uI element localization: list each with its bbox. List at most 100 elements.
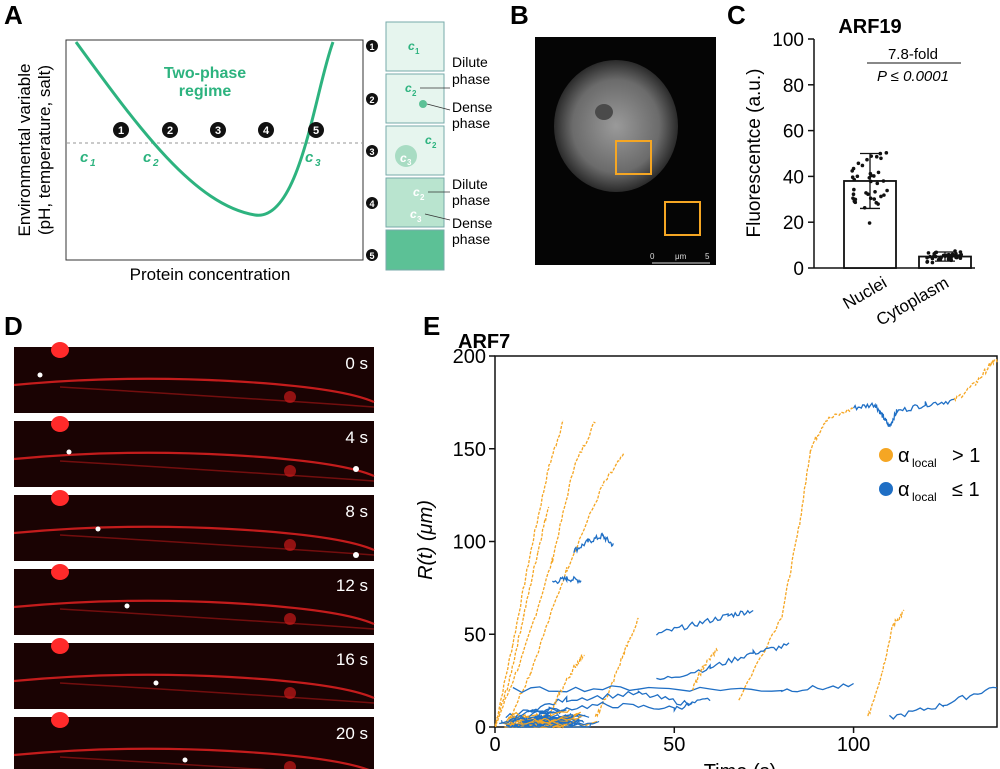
dense-droplet (395, 145, 417, 167)
trajectory (573, 532, 614, 554)
trajectory (888, 686, 998, 720)
data-point (852, 187, 856, 192)
tracked-particle (95, 526, 101, 532)
filament (59, 460, 375, 482)
tracked-particle (353, 466, 359, 472)
data-point (878, 151, 883, 156)
state-box-5 (385, 229, 445, 271)
c3-label: c (305, 149, 314, 166)
state-marker (308, 122, 324, 138)
data-point (875, 181, 880, 186)
data-point (941, 253, 946, 258)
y-axis-label: Fluorescentce (a.u.) (744, 69, 765, 238)
tracked-particle (37, 372, 43, 378)
state-number: 2 (167, 125, 173, 137)
trajectory (512, 682, 854, 694)
data-point (874, 154, 879, 159)
phase-label: phase (452, 192, 490, 208)
box-marker (366, 145, 378, 157)
box-marker (366, 197, 378, 209)
y-tick-label: 60 (783, 122, 804, 143)
filament (59, 608, 375, 630)
data-point (945, 253, 949, 258)
legend-swatch (879, 448, 893, 462)
panel-a: A Environmental variable (pH, temperatur… (4, 0, 493, 284)
frame: 0 s (13, 342, 375, 413)
frame: 20 s (13, 712, 374, 769)
panel-b: B 0 μm 5 (510, 0, 716, 265)
time-label: 0 s (345, 354, 368, 373)
red-cluster (284, 539, 296, 551)
trajectory (524, 720, 587, 728)
frame: 12 s (13, 564, 375, 635)
data-point (928, 254, 932, 259)
y-tick-label: 0 (793, 259, 804, 280)
y-tick-label: 100 (453, 532, 486, 554)
data-point (946, 257, 951, 261)
data-point (933, 250, 938, 255)
data-point (851, 192, 856, 196)
filament (59, 534, 375, 556)
data-point (936, 257, 941, 262)
data-point (855, 174, 860, 179)
filament (13, 599, 375, 626)
data-point (867, 221, 872, 225)
cell-body (51, 712, 69, 728)
box-number: 3 (369, 147, 374, 157)
dense-droplet (419, 100, 427, 108)
binodal-curve (74, 41, 335, 217)
box-number: 1 (369, 42, 374, 52)
dilute-label: Dilute (452, 54, 488, 70)
state-marker (113, 122, 129, 138)
panel-label-b: B (510, 0, 529, 30)
box-c-subscript: 2 (412, 89, 417, 98)
legend-relation: > 1 (952, 445, 980, 467)
filament (13, 673, 375, 700)
cell-body (51, 564, 69, 580)
data-point (853, 197, 858, 202)
data-point (930, 260, 935, 265)
concentration-labels: c 1 c 2 c 3 (80, 149, 321, 169)
fold-annotation: 7.8-fold (888, 46, 938, 63)
state-number: 1 (118, 125, 124, 137)
frame: 4 s (13, 416, 375, 487)
box-c-label: c (413, 185, 420, 199)
data-point (957, 254, 961, 258)
env-variable-label-2: (pH, temperature, salt) (35, 65, 54, 235)
chart-title: ARF19 (838, 16, 901, 38)
panel-label-d: D (4, 311, 23, 341)
y-ticks: 0 20 40 60 80 100 (772, 30, 814, 280)
c3-subscript: 3 (315, 158, 321, 169)
filament (59, 386, 375, 408)
x-tick-label: 0 (489, 734, 500, 756)
phase-label: phase (452, 71, 490, 87)
data-point (926, 251, 931, 255)
box-c-label: c (425, 133, 432, 147)
filament (13, 451, 375, 478)
phase-label: phase (452, 115, 490, 131)
box-number: 4 (369, 199, 374, 209)
x-tick-label: 50 (663, 734, 685, 756)
scale-5: 5 (705, 252, 710, 261)
box-marker (366, 249, 378, 261)
box-number: 2 (369, 95, 374, 105)
data-point (879, 156, 883, 161)
data-point (931, 254, 936, 259)
state-box-4 (385, 177, 445, 228)
filament (13, 747, 370, 769)
state-markers: 1 2 3 4 5 (113, 122, 324, 138)
box-marker (366, 40, 378, 52)
nucleus (554, 60, 678, 192)
box-c-label: c (408, 39, 415, 53)
data-point (873, 189, 877, 194)
box-c-subscript: 2 (420, 193, 425, 202)
data-point (950, 252, 955, 257)
tracked-particle (353, 552, 359, 558)
box-marker (366, 93, 378, 105)
data-point (885, 188, 889, 193)
time-label: 20 s (336, 724, 368, 743)
env-variable-label: Environmental variable (15, 64, 34, 237)
trajectory (505, 452, 625, 728)
box-c-label: c (405, 81, 412, 95)
